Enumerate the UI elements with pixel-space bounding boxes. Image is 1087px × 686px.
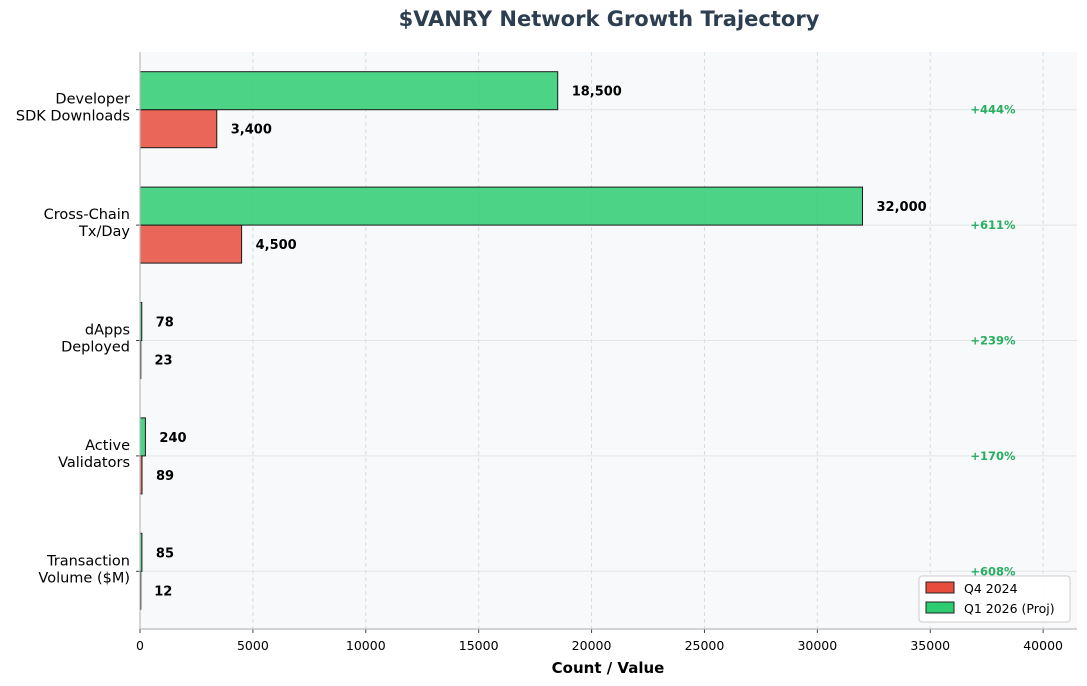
legend-swatch-q4-2024 (925, 581, 955, 594)
growth-label-2: +239% (970, 334, 1016, 348)
value-label-q1-2026-proj-2: 78 (156, 316, 174, 331)
bar-q1-2026-proj-3 (139, 417, 146, 457)
axes: 0 5000 10000 15000 20000 25000 30000 35000 40000… (16, 52, 1077, 653)
x-tick-label-15000: 15000 (459, 638, 499, 653)
category-label-developer-sdk-downloads: Developer SDK Downloads (16, 92, 130, 125)
legend-label-q4-2024: Q4 2024 (964, 581, 1018, 596)
value-label-q4-2024-4: 12 (154, 584, 172, 599)
x-axis-label: Count / Value (552, 659, 665, 677)
growth-label-4: +608% (970, 564, 1016, 578)
value-label-q1-2026-proj-0: 18,500 (572, 85, 622, 100)
value-labels: 3,400 18,500 +444% 4,500 32,000 +611% 23 78 +239… (154, 85, 1016, 600)
category-label-line: Volume ($M) (38, 570, 130, 586)
legend-label-q1-2026: Q1 2026 (Proj) (964, 601, 1055, 616)
x-tick-label-0: 0 (136, 638, 144, 653)
bar-q1-2026-proj-1 (139, 186, 864, 226)
x-tick-label-5000: 5000 (237, 638, 269, 653)
value-label-q1-2026-proj-1: 32,000 (877, 200, 927, 215)
value-label-q4-2024-3: 89 (156, 469, 174, 484)
growth-label-1: +611% (970, 218, 1016, 232)
legend-frame (918, 575, 1071, 623)
bar-q4-2024-0 (139, 109, 218, 149)
category-label-cross-chain-tx-day: Cross-Chain Tx/Day (44, 207, 131, 240)
x-tick-label-40000: 40000 (1023, 638, 1063, 653)
category-label-line: Deployed (61, 340, 130, 356)
category-label-line: Transaction (46, 553, 130, 569)
x-tick-label-20000: 20000 (572, 638, 612, 653)
x-tick-label-30000: 30000 (797, 638, 837, 653)
category-label-active-validators: Active Validators (58, 438, 130, 471)
growth-label-0: +444% (970, 103, 1016, 117)
legend: Q4 2024 Q1 2026 (Proj) (918, 575, 1071, 623)
value-label-q1-2026-proj-3: 240 (159, 431, 186, 446)
category-label-line: Active (85, 438, 130, 454)
x-tick-label-25000: 25000 (685, 638, 725, 653)
value-label-q4-2024-1: 4,500 (256, 238, 297, 253)
category-label-dapps-deployed: dApps Deployed (61, 323, 130, 356)
bar-q4-2024-1 (139, 224, 243, 264)
category-label-line: Developer (55, 92, 130, 108)
category-label-line: Cross-Chain (44, 207, 130, 223)
category-label-transaction-volume-m: Transaction Volume ($M) (38, 553, 130, 586)
bar-q1-2026-proj-0 (139, 71, 559, 111)
category-label-line: Tx/Day (78, 224, 130, 240)
category-label-line: SDK Downloads (16, 109, 130, 125)
x-tick-label-10000: 10000 (346, 638, 386, 653)
value-label-q1-2026-proj-4: 85 (156, 546, 174, 561)
growth-label-3: +170% (970, 449, 1016, 463)
value-label-q4-2024-2: 23 (155, 354, 173, 369)
value-label-q4-2024-0: 3,400 (231, 123, 272, 138)
chart-title: $VANRY Network Growth Trajectory (399, 7, 820, 31)
legend-swatch-q1-2026 (925, 601, 955, 614)
category-label-line: dApps (85, 323, 130, 339)
x-tick-label-35000: 35000 (910, 638, 950, 653)
category-label-line: Validators (58, 455, 130, 471)
